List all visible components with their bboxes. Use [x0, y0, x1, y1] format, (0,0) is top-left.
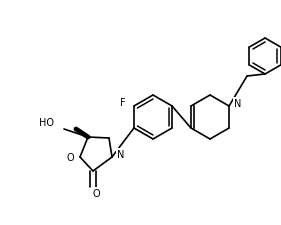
Text: HO: HO	[39, 117, 54, 127]
Text: F: F	[120, 98, 126, 108]
Text: N: N	[117, 149, 124, 159]
Text: O: O	[92, 188, 100, 198]
Text: O: O	[66, 152, 74, 162]
Text: N: N	[234, 99, 241, 108]
